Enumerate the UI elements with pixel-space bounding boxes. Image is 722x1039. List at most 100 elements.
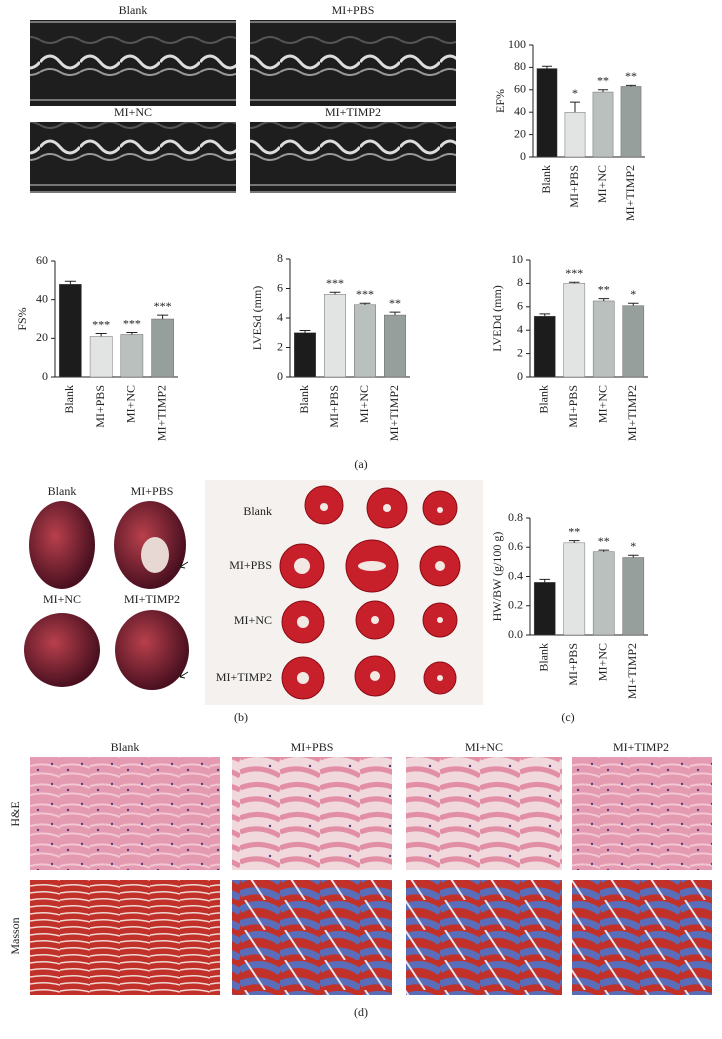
error-bar	[598, 298, 610, 301]
echo-label: MI+PBS	[332, 3, 375, 17]
y-tick-label: 100	[508, 37, 526, 51]
panel-label: (a)	[354, 457, 367, 471]
y-tick-label: 40	[36, 291, 48, 305]
echo-label: MI+TIMP2	[325, 105, 381, 119]
slice-label: MI+NC	[234, 613, 272, 627]
x-tick-label: MI+NC	[595, 165, 609, 203]
y-tick-label: 0.6	[508, 539, 523, 553]
error-bar	[95, 333, 107, 337]
echo-image	[250, 20, 456, 106]
error-bar	[329, 291, 341, 295]
histology-image	[406, 757, 562, 870]
panel-label: (d)	[354, 1005, 368, 1019]
echo-label: MI+NC	[114, 105, 152, 119]
error-bar	[64, 280, 76, 285]
panel-label: (b)	[234, 710, 248, 724]
y-tick-label: 2	[277, 339, 283, 353]
heart-photo	[29, 501, 95, 589]
echo-image	[30, 20, 236, 106]
significance: *	[630, 539, 636, 553]
infarct	[141, 537, 169, 573]
y-tick-label: 8	[277, 251, 283, 265]
bar	[592, 551, 615, 636]
bar	[563, 542, 586, 636]
slice-label: MI+PBS	[229, 558, 272, 572]
y-tick-label: 40	[514, 104, 526, 118]
significance: **	[598, 282, 610, 296]
y-tick-label: 80	[514, 59, 526, 73]
echo-label: Blank	[119, 3, 148, 17]
x-tick-label: Blank	[297, 385, 311, 414]
x-tick-label: Blank	[537, 385, 551, 414]
bar	[354, 304, 377, 378]
significance: **	[389, 296, 401, 310]
significance: ***	[356, 287, 374, 301]
x-tick-label: MI+NC	[596, 643, 610, 681]
y-tick-label: 4	[517, 322, 523, 336]
histology-column-label: MI+NC	[465, 740, 503, 754]
x-tick-label: MI+PBS	[566, 643, 580, 686]
y-axis-label: FS%	[15, 307, 29, 330]
x-tick-label: Blank	[539, 165, 553, 194]
significance: **	[625, 69, 637, 83]
bar	[564, 111, 586, 158]
error-bar	[568, 540, 580, 543]
significance: **	[597, 74, 609, 88]
error-bar	[568, 281, 580, 284]
error-bar	[539, 578, 551, 583]
y-tick-label: 0.8	[508, 510, 523, 524]
y-axis-label: LVESd (mm)	[250, 286, 264, 351]
heart-photo	[115, 610, 189, 690]
slice-label: Blank	[243, 504, 272, 518]
bar	[592, 91, 614, 158]
significance: ***	[565, 266, 583, 280]
x-tick-label: MI+TIMP2	[154, 385, 168, 441]
y-tick-label: 20	[36, 330, 48, 344]
error-bar	[541, 65, 553, 69]
histology-row-label: H&E	[8, 801, 22, 826]
bar	[620, 86, 642, 158]
significance: ***	[123, 316, 141, 330]
significance: *	[572, 86, 578, 100]
histology-image	[232, 757, 392, 870]
x-tick-label: Blank	[62, 385, 76, 414]
y-tick-label: 6	[517, 299, 523, 313]
histology-image	[232, 880, 392, 995]
bar	[533, 582, 556, 636]
histology-image	[572, 757, 712, 870]
x-tick-label: MI+NC	[596, 385, 610, 423]
significance: **	[568, 524, 580, 538]
heart-label: MI+TIMP2	[124, 592, 180, 606]
arrow	[179, 671, 189, 679]
panel-label: (c)	[561, 710, 574, 724]
error-bar	[389, 311, 401, 316]
error-bar	[359, 302, 371, 305]
y-tick-label: 60	[514, 82, 526, 96]
bar	[536, 68, 558, 158]
error-bar	[597, 89, 609, 93]
bar	[59, 284, 82, 378]
histology-image	[30, 880, 220, 995]
y-tick-label: 6	[277, 280, 283, 294]
x-tick-label: MI+PBS	[566, 385, 580, 428]
x-tick-label: MI+PBS	[567, 165, 581, 208]
error-bar	[539, 313, 551, 317]
echo-image	[30, 122, 236, 193]
bar	[592, 300, 615, 378]
bar	[384, 314, 407, 378]
y-tick-label: 60	[36, 253, 48, 267]
heart-label: Blank	[48, 484, 77, 498]
bar	[622, 305, 645, 378]
histology-image	[406, 880, 562, 995]
significance: **	[598, 534, 610, 548]
y-tick-label: 10	[511, 252, 523, 266]
y-axis-label: LVEDd (mm)	[490, 285, 504, 352]
x-tick-label: MI+TIMP2	[387, 385, 401, 441]
bar	[151, 318, 174, 378]
significance: *	[630, 287, 636, 301]
x-tick-label: MI+TIMP2	[625, 643, 639, 699]
bar	[89, 336, 113, 378]
histology-column-label: MI+PBS	[291, 740, 334, 754]
x-tick-label: MI+NC	[124, 385, 138, 423]
